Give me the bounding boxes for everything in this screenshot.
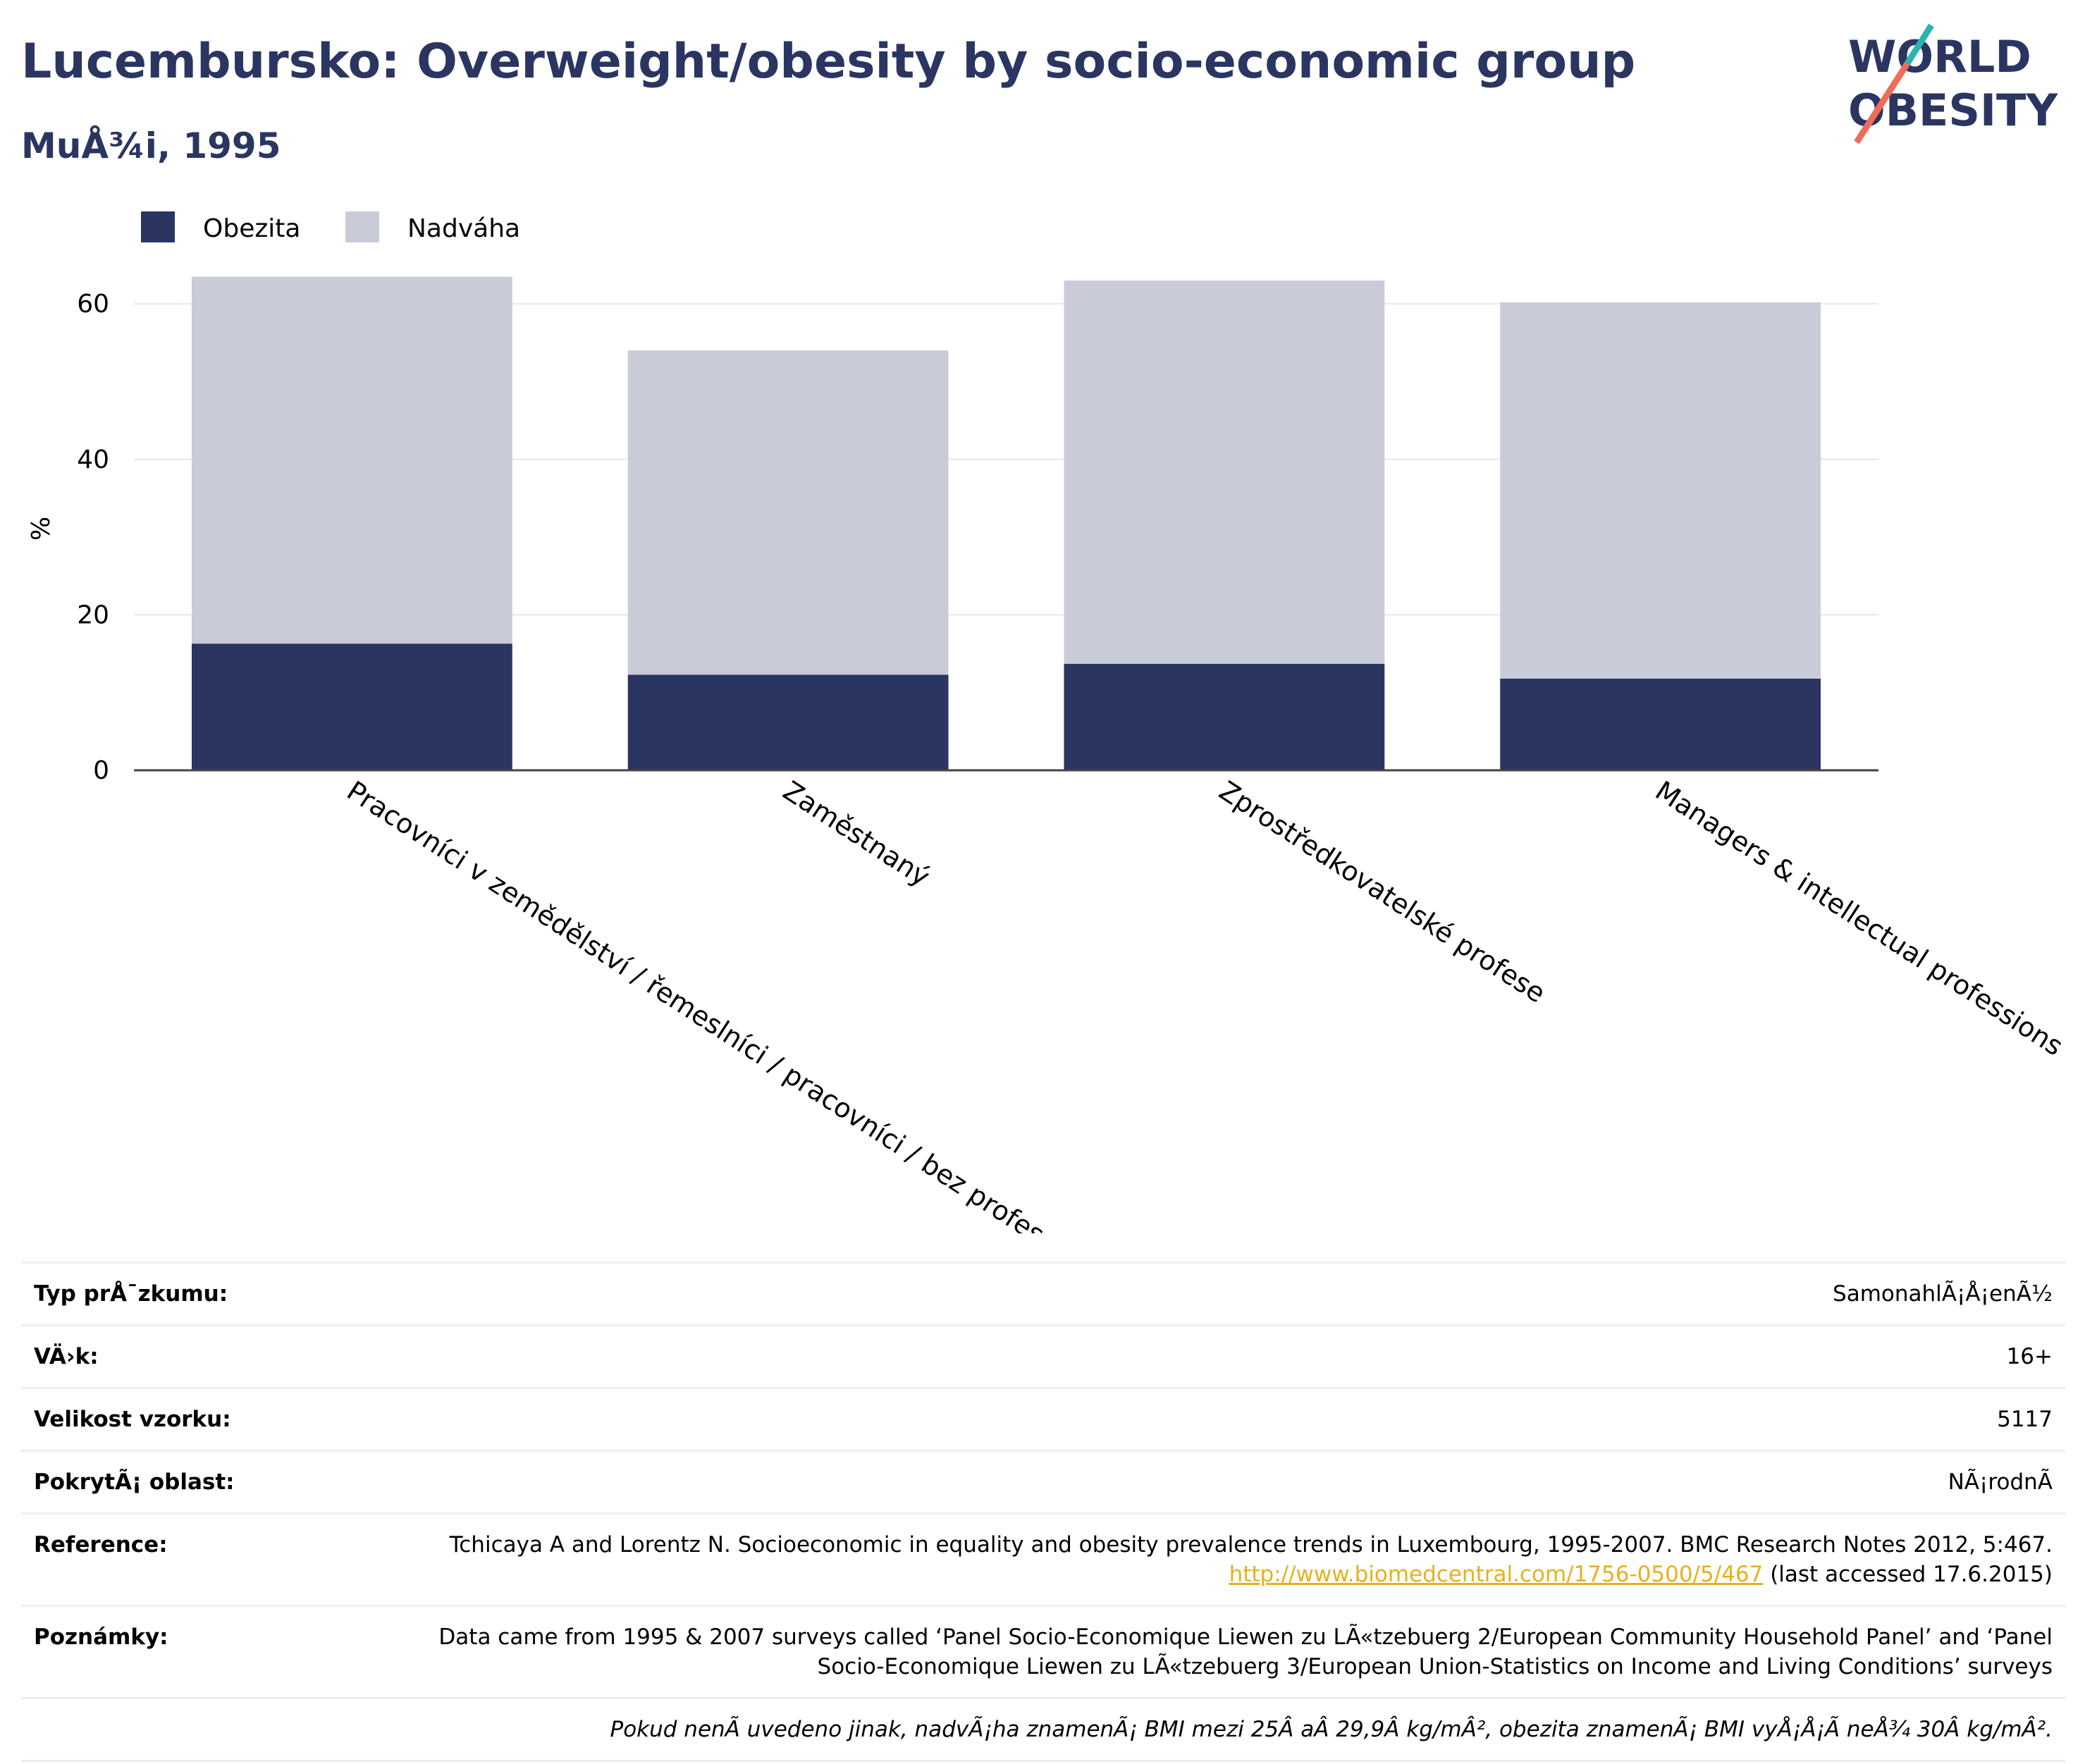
- info-row: PokrytÃ¡ oblast: NÃ¡rodnÃ: [21, 1450, 2065, 1515]
- info-row-label: Typ prÅ¯zkumu:: [21, 1262, 399, 1326]
- footnote: Pokud nenÃ uvedeno jinak, nadvÃ¡ha zname…: [399, 1697, 2065, 1762]
- x-tick-label: Pracovníci v zemědělství / řemeslníci / …: [341, 775, 1064, 1233]
- bar-overweight: [191, 276, 512, 644]
- y-axis: 0 20 40 60: [77, 290, 109, 785]
- page-title: Lucembursko: Overweight/obesity by socio…: [21, 34, 1636, 90]
- legend-swatch: [345, 211, 379, 242]
- chart-bars: [191, 276, 1821, 770]
- x-tick-label: Zaměstnaný: [777, 775, 935, 893]
- info-row-value: SamonahlÃ¡Å¡enÃ½: [399, 1262, 2065, 1326]
- reference-text: Tchicaya A and Lorentz N. Socioeconomic …: [449, 1532, 2053, 1558]
- legend-label: Obezita: [203, 214, 300, 243]
- footnote-row: Pokud nenÃ uvedeno jinak, nadvÃ¡ha zname…: [21, 1697, 2065, 1762]
- notes-label: Poznámky:: [21, 1605, 399, 1698]
- reference-value: Tchicaya A and Lorentz N. Socioeconomic …: [399, 1512, 2065, 1606]
- reference-row: Reference: Tchicaya A and Lorentz N. Soc…: [21, 1512, 2065, 1606]
- info-table: Typ prÅ¯zkumu: SamonahlÃ¡Å¡enÃ½ VÄ›k: 16+ Ve…: [21, 1262, 2065, 1762]
- info-row-label: VÄ›k:: [21, 1324, 399, 1388]
- bar-chart: Obezita Nadváha 0 20 40 60 Pracovníci v země…: [27, 211, 2069, 1233]
- y-tick-label: 20: [77, 600, 109, 629]
- info-row: VÄ›k: 16+: [21, 1324, 2065, 1388]
- chart-legend: Obezita Nadváha: [141, 211, 520, 243]
- legend-swatch: [141, 211, 175, 242]
- legend-label: Nadváha: [407, 214, 520, 243]
- reference-label: Reference:: [21, 1512, 399, 1606]
- bar-overweight: [627, 350, 949, 675]
- y-axis-label: %: [27, 517, 56, 541]
- bar-obesity: [191, 643, 512, 770]
- logo-slash-teal: [1905, 23, 1934, 66]
- bar-overweight: [1064, 280, 1385, 664]
- bar-obesity: [627, 674, 949, 770]
- x-axis: Pracovníci v zemědělství / řemeslníci / …: [134, 769, 2069, 1233]
- page-subtitle: MuÅ¾i, 1995: [21, 125, 281, 166]
- info-row-value: 5117: [399, 1387, 2065, 1451]
- x-tick-label: Zprostředkovatelské profese: [1214, 775, 1551, 1009]
- logo-line1: WORLD: [1848, 31, 2031, 82]
- reference-suffix: (last accessed 17.6.2015): [1770, 1562, 2053, 1587]
- bar-obesity: [1500, 678, 1821, 770]
- y-tick-label: 40: [77, 445, 109, 474]
- bar-overweight: [1500, 302, 1821, 679]
- bar-obesity: [1064, 663, 1385, 770]
- info-row-label: Velikost vzorku:: [21, 1387, 399, 1451]
- reference-link[interactable]: http://www.biomedcentral.com/1756-0500/5…: [1229, 1562, 1764, 1587]
- info-row: Velikost vzorku: 5117: [21, 1387, 2065, 1451]
- info-row-value: 16+: [399, 1324, 2065, 1388]
- world-obesity-logo: WORLD OBESITY: [1848, 23, 2058, 144]
- info-row-value: NÃ¡rodnÃ: [399, 1450, 2065, 1515]
- notes-value: Data came from 1995 & 2007 surveys calle…: [399, 1605, 2065, 1698]
- notes-row: Poznámky: Data came from 1995 & 2007 sur…: [21, 1605, 2065, 1698]
- logo-line2: OBESITY: [1848, 85, 2058, 136]
- info-row: Typ prÅ¯zkumu: SamonahlÃ¡Å¡enÃ½: [21, 1262, 2065, 1326]
- y-tick-label: 60: [77, 290, 109, 319]
- y-tick-label: 0: [93, 756, 109, 785]
- x-tick-label: Managers & intellectual professions: [1650, 775, 2069, 1062]
- info-row-label: PokrytÃ¡ oblast:: [21, 1450, 399, 1515]
- logo-slash-red: [1854, 61, 1910, 144]
